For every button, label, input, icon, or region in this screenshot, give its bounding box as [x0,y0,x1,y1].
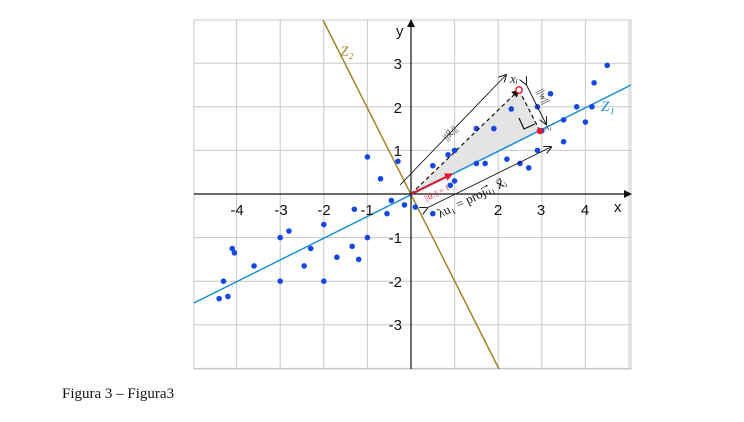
data-point [364,234,371,241]
data-point [491,125,497,132]
x-tick-label: 2 [494,202,502,219]
data-point [225,293,231,300]
y-tick-label: 3 [394,56,402,73]
data-point [451,178,458,184]
data-point [384,210,390,217]
x-tick-label: 4 [581,202,589,219]
x-tick-label: -1 [360,202,373,219]
data-point [277,234,284,241]
x-tick-label: 3 [537,202,545,219]
x-tick-label: -3 [274,202,287,219]
data-point [430,210,436,217]
data-point [321,221,327,228]
data-point [412,204,419,210]
x-tick-label: -4 [230,202,243,219]
data-point [229,245,236,252]
norm-w-dimension [526,84,546,124]
data-point [364,154,371,160]
norm-xi-label: ||x⃗ᵢ|| [441,124,460,143]
data-point [473,160,480,167]
data-point [321,278,327,285]
data-point [591,80,597,86]
z2-label: Z₂ [340,44,354,60]
data-point [525,165,532,171]
y-tick-label: -2 [389,274,402,291]
data-point [251,263,257,269]
y-tick-label: 1 [394,143,402,160]
data-point [560,138,567,145]
data-point [351,206,358,213]
data-point [216,295,222,302]
data-point [604,62,610,69]
data-point [560,117,567,123]
point-xi-prime [536,127,544,135]
data-point [430,162,436,169]
data-point [508,106,515,112]
data-point [377,175,384,182]
data-point [395,158,401,165]
data-point [277,278,284,285]
data-point [307,245,314,252]
x-axis-label: x [614,199,622,216]
projection-dimension [427,147,551,208]
figure-caption: Figura 3 – Figura3 [62,386,175,402]
data-point [220,278,227,285]
point-xi [515,86,523,94]
data-point [401,202,408,208]
norm-xi-dimension [399,75,506,186]
xi-prime-label: xᵢ′ [544,121,555,133]
data-point [334,254,340,261]
data-point [482,160,488,167]
data-point [582,119,589,125]
xi-label: xᵢ [509,71,518,86]
data-point [355,256,362,263]
y-axis-label: y [396,23,404,40]
data-points [216,62,610,302]
data-point [504,156,510,162]
data-point [286,228,292,234]
data-point [349,243,355,250]
projection-triangle [411,90,540,194]
data-point [301,263,307,269]
data-point [388,197,395,204]
data-point [589,104,595,110]
norm-w-label: ||w|| [534,87,551,106]
y-tick-label: -3 [389,317,402,334]
y-tick-label: 2 [394,100,402,117]
z1-label: Z₁ [601,99,615,115]
y-tick-label: -1 [389,230,402,247]
axes: x y -4 -3 -2 -1 2 3 4 3 2 1 -1 -2 -3 [194,19,632,369]
data-point [445,151,451,158]
data-point [547,90,554,97]
data-point [573,104,580,110]
x-tick-label: -2 [317,202,330,219]
data-point [231,250,238,256]
